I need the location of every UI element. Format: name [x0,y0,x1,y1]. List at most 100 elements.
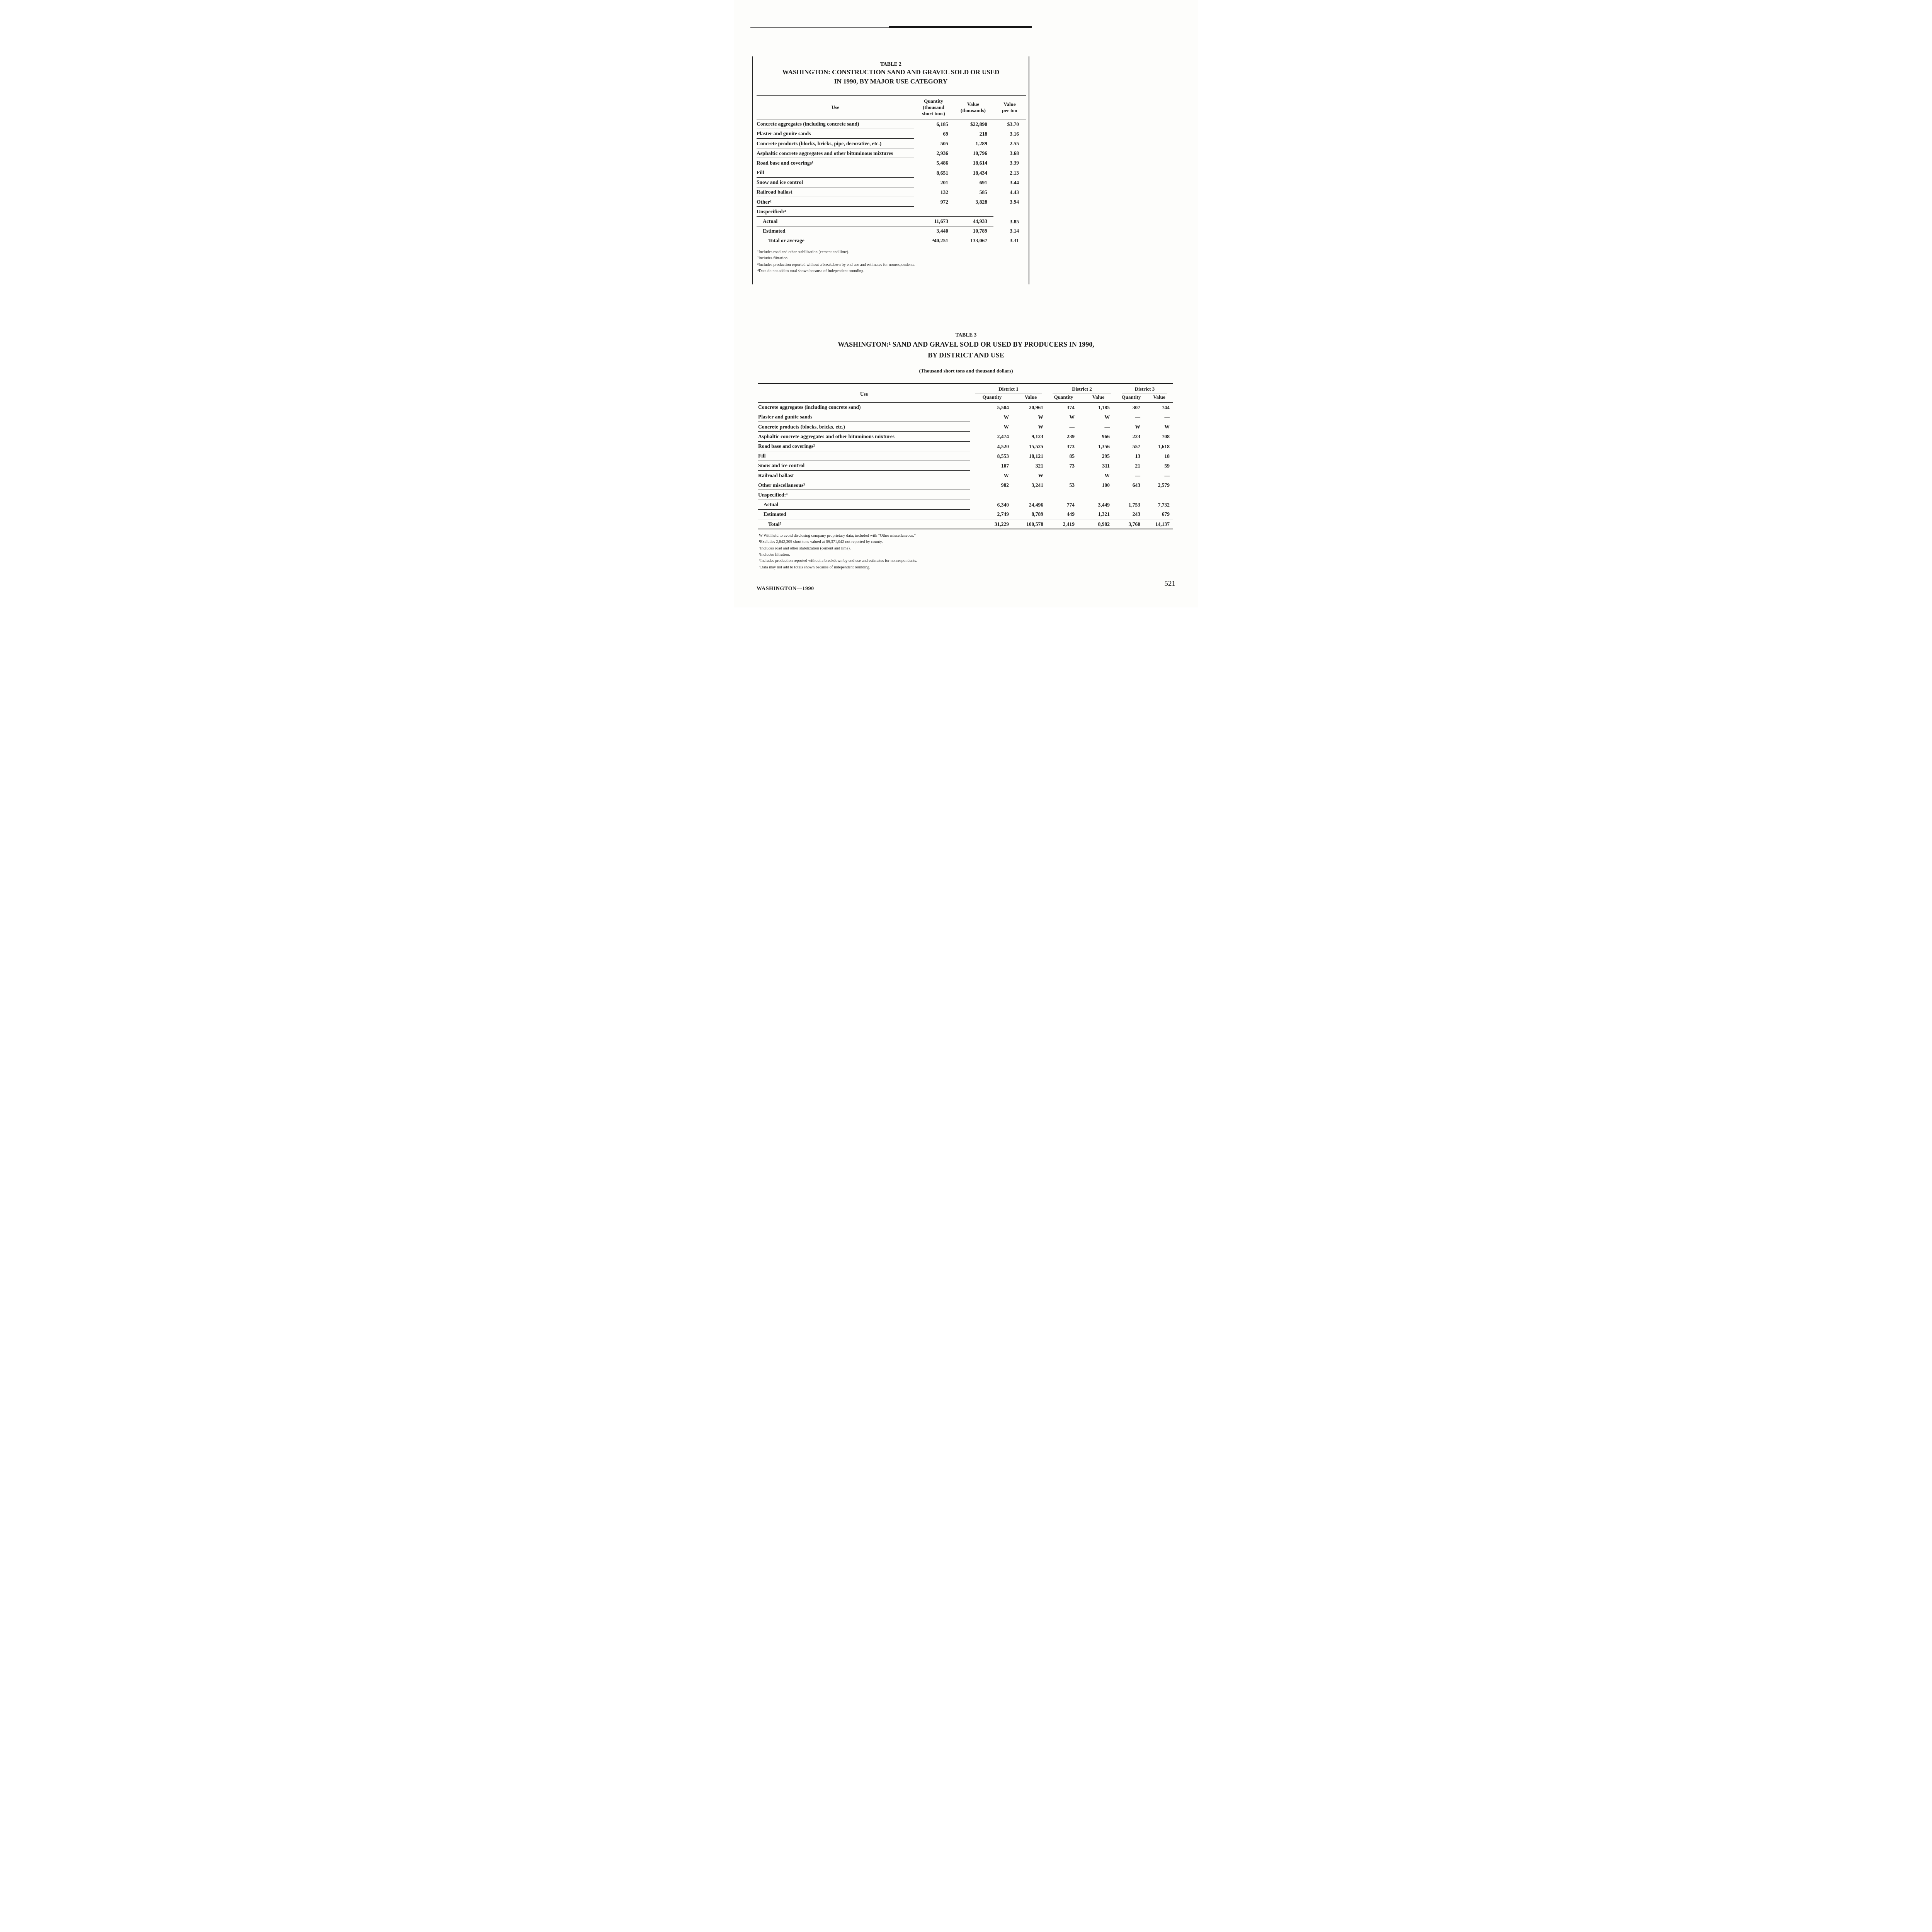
d1-quantity-cell: 982 [1001,482,1009,488]
d2-value-cell: W [1104,473,1110,479]
d3-value-cell: 679 [1146,509,1173,520]
d2-value-cell: W [1104,414,1110,420]
d1-value-cell: 321 [1035,463,1043,469]
quantity-cell: 11,673 [914,216,953,226]
d2-quantity-cell: 73 [1069,463,1075,469]
table3: Use District 1 District 2 District 3 Qua… [758,383,1173,530]
value-cell: 133,067 [970,238,987,244]
use-cell: Actual [758,500,970,510]
table-row: Estimated 2,749 8,789 449 1,321 243 679 [758,509,1173,520]
use-cell: Actual [757,216,914,226]
d2-value-cell: 100 [1102,482,1110,488]
top-rule-thin [750,27,891,28]
total-row: Total or average ⁴40,251 133,067 3.31 [757,236,1026,245]
table-row: Fill 8,651 18,434 2.13 [757,168,1026,178]
d2-value-cell [1080,490,1117,500]
d1-value-cell: W [1038,424,1044,430]
value-cell: 44,933 [953,216,993,226]
d3-value-cell: — [1164,473,1170,479]
total-row: Total⁵ 31,229 100,578 2,419 8,982 3,760 14,137 [758,519,1173,530]
table2-footnotes: ¹Includes road and other stabilization (… [757,249,1025,274]
value-cell: 585 [979,189,987,195]
use-cell: Railroad ballast [758,470,970,481]
d1-quantity-cell: 6,340 [997,502,1009,508]
use-cell: Total⁵ [758,519,970,530]
d1-value-cell: 15,525 [1029,443,1043,449]
quantity-cell: 201 [940,179,948,185]
table-row: Asphaltic concrete aggregates and other … [758,431,1173,442]
table-row: Railroad ballast W W W — — [758,470,1173,481]
d1-quantity-cell: W [1003,473,1009,479]
d3-quantity-cell: — [1135,414,1141,420]
d2-value-cell: 1,185 [1098,404,1110,410]
table3-footnotes: W Withheld to avoid disclosing company p… [758,533,1198,571]
table2: Use Quantity (thousand short tons) Value… [757,95,1026,245]
footnote: ³Includes filtration. [759,553,790,557]
table-row: Snow and ice control 201 691 3.44 [757,177,1026,187]
d1-quantity-cell: 2,749 [970,509,1014,520]
value-column-header: Value (thousands) [953,95,993,119]
d3-quantity-cell: 243 [1117,509,1146,520]
quantity-cell: 132 [940,189,948,195]
d2-value-cell: — [1104,424,1110,430]
district2-header: District 2 [1047,383,1117,394]
use-cell: Road base and coverings² [758,441,970,451]
footnote: ²Includes filtration. [757,256,789,261]
table-row: Unspecified:⁴ [758,490,1173,500]
d2-value-cell: 8,982 [1080,519,1117,530]
d3-quantity-cell: 13 [1135,453,1141,459]
quantity-cell: 2,936 [936,150,948,156]
table3-section: TABLE 3 WASHINGTON:¹ SAND AND GRAVEL SOL… [734,327,1198,571]
d3-quantity-cell: 643 [1132,482,1140,488]
d2-quantity-cell: 774 [1066,502,1075,508]
d3-value-cell: 744 [1162,404,1170,410]
quantity-cell: 3,440 [914,226,953,236]
d1-quantity-cell: 107 [1001,463,1009,469]
footnote: ⁴Data do not add to total shown because … [757,269,864,273]
value-subheader: Value [1146,393,1173,403]
d2-value-cell: 295 [1102,453,1110,459]
running-footer: WASHINGTON—1990 [757,586,814,592]
footnote: ²Includes road and other stabilization (… [759,546,851,551]
per-ton-cell: 3.16 [1010,131,1019,137]
use-cell: Other miscellaneous³ [758,480,970,490]
table-row: Road base and coverings² 4,520 15,525 373 1,… [758,441,1173,451]
d1-quantity-cell: 5,504 [997,404,1009,410]
value-cell: 1,289 [975,141,987,146]
top-rule-thick [889,26,1032,28]
d3-quantity-cell: W [1135,424,1141,430]
table-row: Road base and coverings¹ 5,486 18,614 3.39 [757,158,1026,168]
use-cell: Plaster and gunite sands [757,129,914,139]
footnote: ⁴Includes production reported without a … [759,559,917,563]
d2-quantity-cell: 85 [1069,453,1075,459]
use-cell: Fill [757,168,914,178]
table-row: Concrete products (blocks, bricks, pipe,… [757,138,1026,149]
value-cell: 3,828 [975,199,987,205]
per-ton-cell: 3.31 [1010,238,1019,244]
page-number: 521 [1164,580,1176,588]
d1-value-cell: W [1038,414,1044,420]
use-cell: Estimated [757,226,914,236]
table2-label: TABLE 2 [880,61,901,67]
d2-value-cell: 1,356 [1098,443,1110,449]
d3-quantity-cell: 21 [1135,463,1141,469]
table-row: Estimated 3,440 10,789 3.14 [757,226,1026,236]
d3-value-cell: 59 [1164,463,1170,469]
d1-value-cell: W [1038,473,1044,479]
use-cell: Unspecified:⁴ [758,490,970,500]
d3-value-cell: 18 [1164,453,1170,459]
d1-quantity-cell [970,490,1014,500]
quantity-cell: ⁴40,251 [932,238,948,244]
d3-value-cell: 2,579 [1158,482,1170,488]
value-cell: 18,434 [973,170,987,176]
quantity-subheader: Quantity [1117,393,1146,403]
d1-value-cell: 20,961 [1029,404,1043,410]
d2-quantity-cell [1047,490,1080,500]
d2-value-cell: 3,449 [1098,502,1110,508]
table2-section: TABLE 2 WASHINGTON: CONSTRUCTION SAND AN… [752,56,1029,284]
d1-quantity-cell: 2,474 [997,434,1009,440]
district1-header: District 1 [970,383,1047,394]
value-cell: 18,614 [973,160,987,166]
use-cell: Concrete products (blocks, bricks, etc.) [758,422,970,432]
d1-value-cell: 18,121 [1029,453,1043,459]
